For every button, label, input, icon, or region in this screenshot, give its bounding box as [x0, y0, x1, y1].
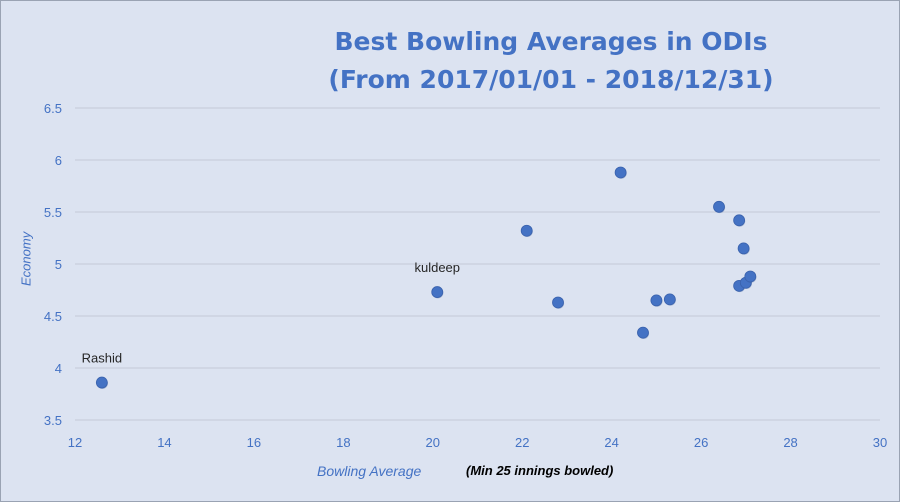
x-axis-note: (Min 25 innings bowled): [466, 463, 614, 478]
data-point: [713, 200, 725, 213]
data-point: [614, 166, 627, 179]
data-label: Rashid: [82, 351, 122, 366]
y-tick-label: 6: [55, 153, 62, 168]
x-tick-label: 16: [247, 435, 261, 450]
data-point: [737, 242, 750, 255]
y-tick-label: 3.5: [44, 413, 62, 428]
x-tick-label: 30: [873, 435, 887, 450]
x-tick-label: 14: [157, 435, 171, 450]
y-tick-label: 4: [55, 361, 62, 376]
chart-title-line-2: (From 2017/01/01 - 2018/12/31): [328, 65, 774, 94]
data-point: [95, 376, 108, 389]
data-point: [733, 214, 746, 227]
y-axis-label: Economy: [18, 231, 34, 286]
chart-title-line-1: Best Bowling Averages in ODIs: [334, 27, 768, 56]
x-tick-label: 22: [515, 435, 529, 450]
y-tick-label: 5.5: [44, 205, 62, 220]
x-tick-label: 26: [694, 435, 708, 450]
x-tick-label: 20: [426, 435, 440, 450]
data-point: [663, 293, 676, 306]
chart-title: Best Bowling Averages in ODIs (From 2017…: [301, 23, 801, 99]
x-tick-label: 18: [336, 435, 350, 450]
x-tick-label: 12: [68, 435, 82, 450]
data-label: kuldeep: [414, 260, 460, 275]
y-tick-label: 4.5: [44, 309, 62, 324]
y-tick-label: 5: [55, 257, 62, 272]
x-tick-label: 28: [783, 435, 797, 450]
x-tick-label: 24: [604, 435, 618, 450]
data-point: [552, 296, 564, 309]
data-point: [650, 294, 663, 307]
y-tick-label: 6.5: [44, 101, 62, 116]
data-point: [520, 224, 533, 237]
x-axis-label: Bowling Average: [317, 463, 422, 479]
data-point: [744, 270, 757, 283]
data-point: [431, 286, 444, 298]
data-point: [637, 326, 649, 339]
